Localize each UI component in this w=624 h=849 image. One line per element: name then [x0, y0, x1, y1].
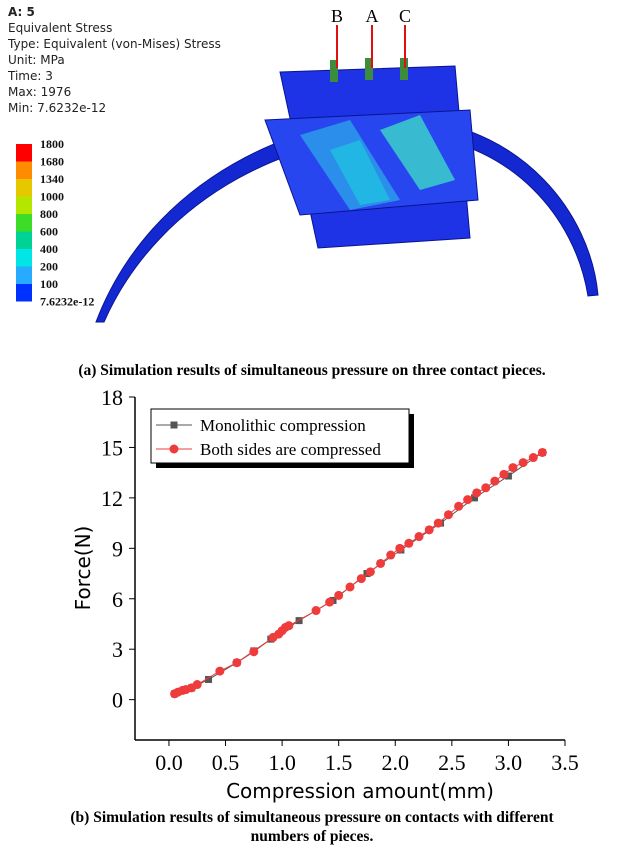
point	[470, 494, 478, 502]
legend-swatch	[16, 161, 32, 179]
point	[192, 680, 202, 690]
point	[472, 488, 482, 498]
point	[481, 483, 491, 493]
simulation-model	[95, 25, 599, 323]
marker-label: C	[399, 6, 411, 26]
x-tick-label: 0.5	[212, 750, 240, 775]
legend-swatch	[16, 214, 32, 232]
point	[232, 658, 242, 668]
legend-label: 100	[40, 277, 58, 291]
info-line: Min: 7.6232e-12	[8, 101, 106, 115]
legend-label: Monolithic compression	[200, 416, 366, 435]
point	[454, 501, 464, 511]
point	[504, 472, 512, 480]
info-line: Max: 1976	[8, 85, 71, 99]
point	[537, 447, 547, 457]
point	[404, 538, 414, 548]
point	[311, 606, 321, 616]
point	[499, 469, 509, 479]
legend-swatch	[16, 249, 32, 267]
y-axis-title: Force(N)	[71, 526, 95, 611]
point	[325, 597, 335, 607]
x-tick-label: 1.5	[325, 750, 353, 775]
point	[490, 476, 500, 486]
y-tick-label: 15	[101, 435, 123, 460]
marker-label: A	[366, 6, 379, 26]
y-tick-label: 6	[112, 587, 123, 612]
point	[443, 510, 453, 520]
y-tick-label: 12	[101, 486, 123, 511]
point	[395, 543, 405, 553]
legend-label: 1800	[40, 137, 64, 151]
legend-label: 1340	[40, 172, 64, 186]
legend-label: 1000	[40, 190, 64, 204]
marker-label: B	[331, 6, 343, 26]
legend-label: 1680	[40, 155, 64, 169]
point	[215, 666, 225, 676]
y-tick-label: 3	[112, 637, 123, 662]
point	[169, 444, 179, 454]
legend-label: 200	[40, 260, 58, 274]
point	[249, 647, 259, 657]
x-axis-title: Compression amount(mm)	[226, 779, 494, 803]
info-line: Equivalent Stress	[8, 21, 112, 35]
caption: (b) Simulation results of simultaneous p…	[70, 809, 554, 826]
x-tick-label: 0.0	[155, 750, 183, 775]
info-line: Time: 3	[7, 69, 53, 83]
legend-label: 400	[40, 242, 58, 256]
point	[334, 590, 344, 600]
legend-swatch	[16, 144, 32, 162]
legend-swatch	[16, 266, 32, 284]
point	[414, 532, 424, 542]
point	[463, 495, 473, 505]
info-line: A: 5	[8, 5, 35, 19]
point	[356, 574, 366, 584]
legend-box	[150, 408, 410, 464]
legend-swatch	[16, 284, 32, 302]
caption: numbers of pieces.	[251, 828, 374, 845]
legend-label: 7.6232e-12	[40, 295, 94, 309]
point	[205, 675, 213, 683]
legend-swatch	[16, 196, 32, 214]
x-tick-label: 2.5	[438, 750, 466, 775]
x-tick-label: 3.0	[495, 750, 523, 775]
y-tick-label: 9	[112, 536, 123, 561]
y-tick-label: 18	[101, 385, 123, 410]
point	[528, 453, 538, 463]
legend-label: 600	[40, 225, 58, 239]
point	[386, 550, 396, 560]
point	[376, 558, 386, 568]
info-line: Unit: MPa	[8, 53, 65, 67]
point	[284, 621, 294, 631]
legend-label: 800	[40, 207, 58, 221]
y-tick-label: 0	[112, 688, 123, 713]
point	[433, 518, 443, 528]
point	[424, 525, 434, 535]
point	[295, 617, 303, 625]
legend-label: Both sides are compressed	[200, 440, 381, 459]
legend-swatch	[16, 231, 32, 249]
point	[508, 463, 518, 473]
point	[170, 421, 178, 429]
legend-swatch	[16, 179, 32, 197]
x-tick-label: 1.0	[268, 750, 296, 775]
x-tick-label: 2.0	[382, 750, 410, 775]
x-tick-label: 3.5	[551, 750, 579, 775]
point	[345, 582, 355, 592]
point	[518, 458, 528, 468]
point	[365, 567, 375, 577]
caption: (a) Simulation results of simultaneous p…	[78, 362, 545, 379]
info-line: Type: Equivalent (von-Mises) Stress	[7, 37, 221, 51]
